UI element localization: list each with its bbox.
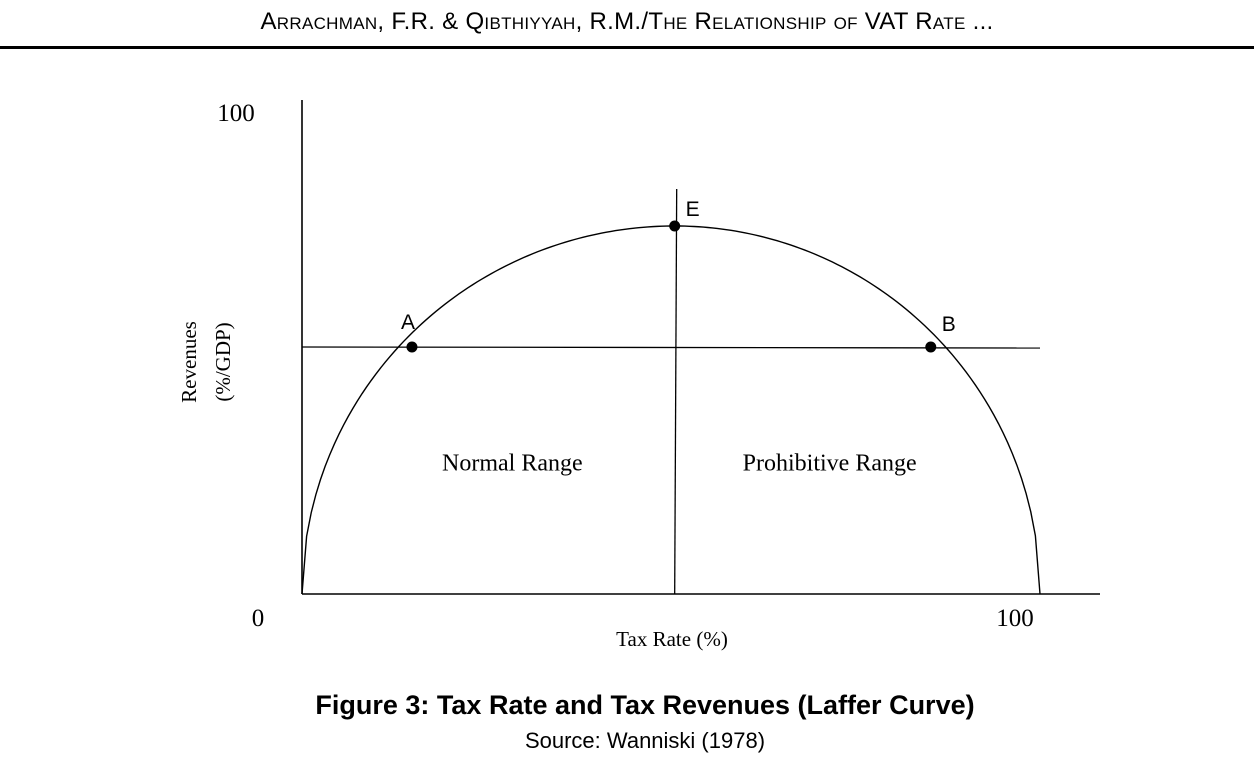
y-axis-label-line1: Revenues bbox=[177, 321, 201, 403]
y-axis-label-line2: (%/GDP) bbox=[211, 322, 235, 401]
point-label-b: B bbox=[942, 313, 956, 336]
region-label-normal: Normal Range bbox=[442, 451, 583, 477]
point-label-a: A bbox=[401, 311, 415, 334]
region-label-prohibitive: Prohibitive Range bbox=[743, 451, 917, 477]
running-title: Arrachman, F.R. & Qibthiyyah, R.M./The R… bbox=[260, 8, 994, 35]
x-tick-label-origin: 0 bbox=[252, 605, 265, 632]
point-label-e: E bbox=[686, 198, 700, 221]
x-tick-label-max: 100 bbox=[996, 605, 1034, 632]
point-e bbox=[669, 220, 681, 232]
point-b bbox=[925, 341, 937, 353]
figure-source: Source: Wanniski (1978) bbox=[524, 728, 766, 753]
x-axis-label: Tax Rate (%) bbox=[616, 627, 728, 651]
y-tick-label-max: 100 bbox=[217, 100, 255, 127]
y-axis-label: Revenues (%/GDP) bbox=[177, 321, 235, 403]
running-header: Arrachman, F.R. & Qibthiyyah, R.M./The R… bbox=[0, 0, 1254, 49]
revenue-level-line bbox=[301, 346, 1041, 349]
figure-caption: Figure 3: Tax Rate and Tax Revenues (Laf… bbox=[315, 690, 975, 720]
laffer-curve-line bbox=[301, 225, 1041, 595]
optimal-rate-line bbox=[674, 188, 678, 595]
point-a bbox=[406, 341, 418, 353]
